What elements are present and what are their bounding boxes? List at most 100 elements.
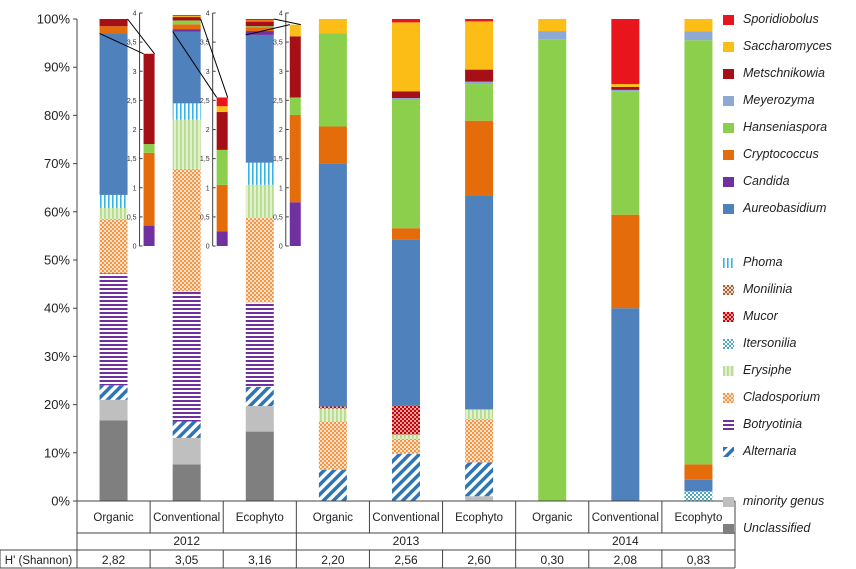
bar-segment-metschnikowia bbox=[245, 21, 274, 27]
bar-segment-saccharomyces bbox=[392, 22, 420, 92]
bar-segment-cryptococcus bbox=[99, 26, 128, 34]
bar-segment-cladosporium bbox=[465, 419, 494, 463]
bar-segment-hanseniaspora bbox=[392, 99, 420, 229]
legend-item-phoma: Phoma bbox=[723, 255, 783, 269]
legend-swatch bbox=[723, 42, 734, 52]
bar-segment-cryptococcus bbox=[172, 24, 201, 30]
bar-segment-cryptococcus bbox=[465, 120, 494, 196]
inset-tick-label: 2,5 bbox=[200, 98, 210, 105]
y-tick-label: 10% bbox=[44, 445, 70, 460]
inset-segment-metschnikowia bbox=[143, 53, 155, 145]
shannon-value: 2,82 bbox=[102, 553, 126, 567]
bar-segment-alternaria bbox=[172, 421, 201, 438]
bar-segment-alternaria bbox=[392, 453, 420, 501]
inset-tick-label: 4 bbox=[206, 11, 210, 18]
y-tick-label: 30% bbox=[44, 349, 70, 364]
bar-segment-metschnikowia bbox=[99, 19, 128, 27]
legend-swatch bbox=[723, 150, 734, 160]
bar-segment-itersonilia bbox=[684, 491, 713, 501]
zoom-line bbox=[200, 18, 229, 98]
bar-segment-alternaria bbox=[465, 462, 494, 497]
inset-segment-hanseniaspora bbox=[289, 97, 301, 115]
legend-item-metschnikowia: Metschnikowia bbox=[723, 66, 825, 80]
bar-segment-aureobasidium bbox=[318, 163, 347, 407]
inset-segment-cryptococcus bbox=[216, 184, 228, 232]
bar-segment-metschnikowia bbox=[611, 86, 640, 90]
inset-tick-label: 1,5 bbox=[273, 156, 283, 163]
bar-segment-hanseniaspora bbox=[684, 40, 713, 465]
bar-segment-sporidiobolus bbox=[245, 19, 274, 21]
bar-segment-erysiphe bbox=[318, 408, 347, 422]
legend-item-cladosporium: Cladosporium bbox=[723, 390, 821, 404]
legend-swatch bbox=[723, 15, 734, 25]
bar-segment-minority-genus bbox=[172, 437, 201, 465]
legend-swatch bbox=[723, 393, 734, 403]
bar-segment-hanseniaspora bbox=[465, 84, 494, 121]
bar-segment-cladosporium bbox=[245, 218, 274, 303]
bar-segment-unclassified bbox=[245, 431, 274, 501]
inset-segment-candida bbox=[216, 231, 228, 246]
legend-label: Cladosporium bbox=[743, 390, 821, 404]
legend-swatch bbox=[723, 123, 734, 133]
bar-segment-erysiphe bbox=[392, 434, 420, 439]
legend-label: Metschnikowia bbox=[743, 66, 825, 80]
inset-segment-cryptococcus bbox=[289, 114, 301, 203]
bar-segment-candida bbox=[172, 29, 201, 32]
bar-segment-hanseniaspora bbox=[172, 20, 201, 25]
y-tick-label: 20% bbox=[44, 397, 70, 412]
bar-segment-cryptococcus bbox=[684, 464, 713, 480]
zoom-line bbox=[172, 31, 218, 98]
inset-tick-label: 2,5 bbox=[273, 98, 283, 105]
inset-tick-label: 1,5 bbox=[127, 156, 137, 163]
inset-tick-label: 0 bbox=[133, 244, 137, 251]
y-tick-label: 90% bbox=[44, 60, 70, 75]
bar-segment-alternaria bbox=[245, 386, 274, 407]
bar-segment-candida bbox=[245, 31, 274, 35]
inset-tick-label: 2 bbox=[133, 127, 137, 134]
legend-label: Sporidiobolus bbox=[743, 12, 819, 26]
treatment-label: Organic bbox=[93, 512, 134, 524]
bar-segment-cryptococcus bbox=[392, 228, 420, 240]
y-tick-label: 80% bbox=[44, 108, 70, 123]
legend-label: Aureobasidium bbox=[743, 201, 827, 215]
bar-segment-erysiphe bbox=[99, 207, 128, 220]
bar-segment-erysiphe bbox=[465, 409, 494, 420]
legend-swatch bbox=[723, 69, 734, 79]
bar-segment-aureobasidium bbox=[392, 239, 420, 406]
bar-segment-phoma bbox=[172, 103, 201, 120]
bar-segment-hanseniaspora bbox=[318, 33, 347, 127]
bar-segment-cladosporium bbox=[318, 421, 347, 470]
inset-segment-saccharomyces bbox=[216, 106, 228, 113]
bar-segment-saccharomyces bbox=[684, 19, 713, 32]
legend-item-cryptococcus: Cryptococcus bbox=[723, 147, 819, 161]
treatment-label: Ecophyto bbox=[455, 512, 503, 524]
inset-tick-label: 3 bbox=[133, 69, 137, 76]
treatment-label: Ecophyto bbox=[674, 512, 722, 524]
bar-segment-saccharomyces bbox=[172, 16, 201, 18]
bar-segment-meyerozyma bbox=[465, 81, 494, 85]
inset-segment-sporidiobolus bbox=[216, 97, 228, 107]
inset-tick-label: 1,5 bbox=[200, 156, 210, 163]
bar-segment-cryptococcus bbox=[611, 214, 640, 309]
inset-tick-label: 4 bbox=[279, 11, 283, 18]
bar-segment-alternaria bbox=[99, 385, 128, 400]
legend-item-monilinia: Monilinia bbox=[723, 282, 793, 296]
bar-segment-aureobasidium bbox=[465, 195, 494, 410]
shannon-value: 0,30 bbox=[541, 553, 565, 567]
inset-tick-label: 3 bbox=[279, 69, 283, 76]
legend-swatch bbox=[723, 497, 734, 507]
inset-tick-label: 0,5 bbox=[127, 214, 137, 221]
treatment-label: Ecophyto bbox=[236, 512, 284, 524]
legend-item-aureobasidium: Aureobasidium bbox=[723, 201, 827, 215]
inset-segment-saccharomyces bbox=[289, 24, 301, 37]
year-label: 2013 bbox=[393, 534, 420, 548]
legend-label: Itersonilia bbox=[743, 336, 797, 350]
inset-tick-label: 1 bbox=[279, 185, 283, 192]
legend-item-minority-genus: minority genus bbox=[723, 494, 824, 508]
treatment-label: Organic bbox=[313, 512, 354, 524]
legend-label: Unclassified bbox=[743, 521, 811, 535]
bar-segment-unclassified bbox=[172, 464, 201, 501]
bar-segment-cladosporium bbox=[99, 219, 128, 274]
inset-segment-metschnikowia bbox=[216, 112, 228, 150]
legend-label: Monilinia bbox=[743, 282, 793, 296]
